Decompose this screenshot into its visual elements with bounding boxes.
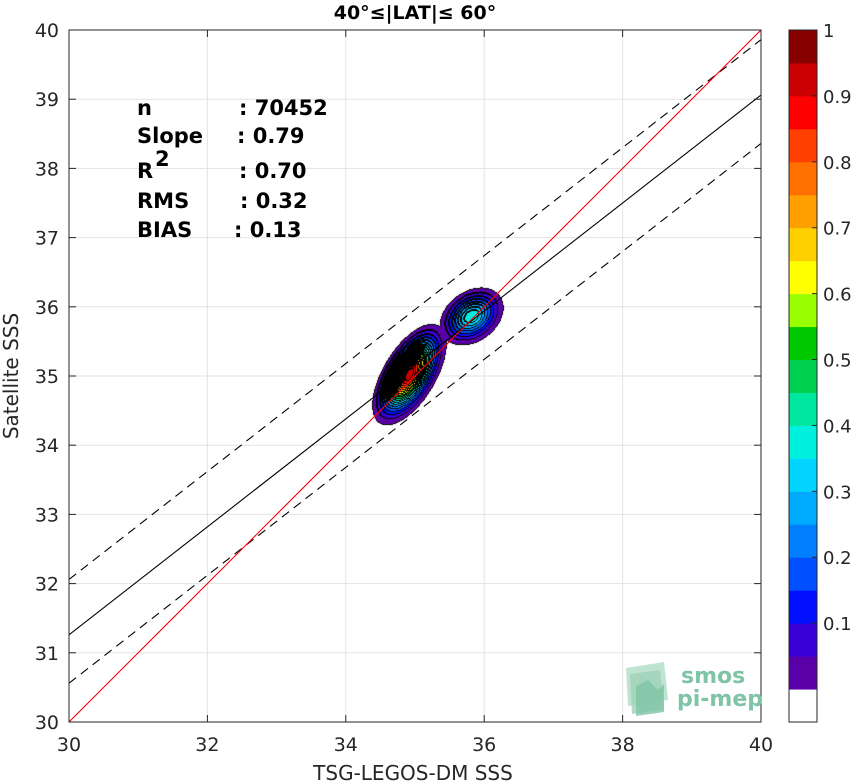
y-tick-label: 31 (35, 643, 59, 665)
y-tick-label: 35 (35, 366, 59, 388)
y-tick-label: 33 (35, 504, 59, 526)
colorbar-tick-label: 0.7 (823, 219, 852, 240)
colorbar-tick-label: 0.6 (823, 285, 852, 306)
y-tick-label: 40 (35, 20, 59, 42)
x-tick-label: 30 (57, 734, 81, 756)
chart-title: 40°≤|LAT|≤ 60° (334, 2, 497, 24)
colorbar-segment (789, 227, 817, 262)
colorbar-segment (789, 623, 817, 657)
smos-pimep-logo: smos pi-mep (626, 662, 763, 716)
colorbar-tick-label: 0.1 (823, 614, 852, 635)
colorbar-tick-label: 0.2 (823, 548, 852, 569)
regression-lines (69, 30, 761, 722)
logo-mark-icon (626, 662, 668, 716)
colorbar-segment (789, 425, 817, 459)
colorbar-segment (789, 30, 817, 64)
logo-text-pimep: pi-mep (677, 687, 763, 712)
x-tick-label: 32 (195, 734, 219, 756)
x-tick-label: 40 (749, 734, 773, 756)
x-tick-label: 38 (611, 734, 635, 756)
colorbar-segment (789, 95, 817, 130)
x-axis-label: TSG-LEGOS-DM SSS (312, 761, 513, 784)
stat-value-rms: : 0.32 (240, 189, 308, 213)
colorbar-tick-label: 0.3 (823, 482, 852, 503)
fit-lower-dashed-line (69, 143, 761, 684)
stat-value-slope: : 0.79 (237, 124, 305, 148)
y-tick-label: 32 (35, 574, 59, 596)
colorbar-segment (789, 458, 817, 492)
colorbar-frame (788, 29, 818, 723)
axis-ticks: 30 32 34 36 38 40 30 31 32 33 34 35 36 37 38 39 40 (35, 20, 773, 756)
plot-area (68, 29, 762, 723)
y-tick-label: 38 (35, 158, 59, 180)
stat-label-rms: RMS (137, 189, 189, 213)
fit-upper-dashed-line (69, 39, 761, 580)
x-tick-label: 34 (334, 734, 358, 756)
one-to-one-line (69, 30, 761, 722)
y-tick-label: 39 (35, 89, 59, 111)
logo-text-smos: smos (681, 664, 745, 689)
colorbar-segment (789, 656, 817, 690)
x-tick-label: 36 (472, 734, 496, 756)
colorbar-segment (789, 260, 817, 295)
colorbar-tick-label: 0.5 (823, 351, 852, 372)
y-tick-label: 36 (35, 297, 59, 319)
colorbar-segment (789, 524, 817, 558)
colorbar-segment (789, 491, 817, 525)
colorbar-tick-label: 0.9 (823, 87, 852, 108)
colorbar-segment (789, 590, 817, 624)
y-tick-label: 37 (35, 228, 59, 250)
colorbar-tick-label: 1 (823, 21, 834, 42)
colorbar-segment (789, 194, 817, 229)
stat-label-r: R (137, 159, 153, 183)
y-axis-label: Satellite SSS (0, 313, 23, 439)
y-tick-label: 30 (35, 712, 59, 734)
stat-label-n: n (137, 96, 152, 120)
colorbar-segment (789, 62, 817, 97)
stat-value-n: : 70452 (239, 96, 328, 120)
stat-label-bias: BIAS (137, 218, 192, 242)
stat-value-bias: : 0.13 (234, 218, 302, 242)
colorbar-segment (789, 557, 817, 591)
stat-value-r: : 0.70 (239, 159, 307, 183)
y-tick-label: 34 (35, 435, 59, 457)
colorbar-tick-label: 0.4 (823, 416, 852, 437)
stats-box: n : 70452 Slope : 0.79 R 2 : 0.70 RMS : 0.32 BIAS… (137, 96, 328, 242)
colorbar-segment (789, 161, 817, 196)
colorbar: 0.1 0.2 0.3 0.4 0.5 0.6 0.7 0.8 0.9 1 (788, 21, 852, 723)
stat-label-superscript: 2 (155, 147, 170, 171)
colorbar-segment (789, 359, 817, 393)
fit-line (69, 94, 761, 636)
colorbar-tick-label: 0.8 (823, 153, 852, 174)
stat-label-slope: Slope (137, 124, 203, 148)
colorbar-segment (789, 293, 817, 328)
colorbar-segment (789, 689, 817, 723)
colorbar-segment (789, 392, 817, 426)
colorbar-segment (789, 128, 817, 163)
colorbar-segment (789, 326, 817, 361)
